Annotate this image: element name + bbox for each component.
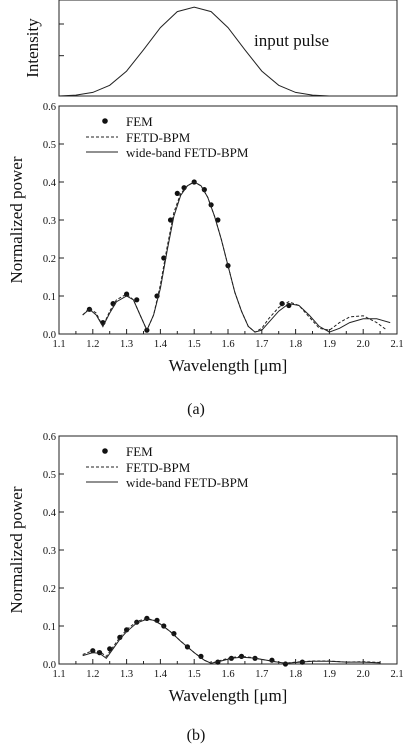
y-tick-label: 0.6 xyxy=(43,432,56,443)
y-tick-label: 0.0 xyxy=(43,660,56,671)
x-tick-label: 1.2 xyxy=(86,669,99,680)
plot-frame xyxy=(58,435,398,665)
x-tick-label: 1.4 xyxy=(154,339,168,350)
fetd-bpm-line xyxy=(82,617,381,664)
fem-point xyxy=(279,301,285,307)
y-tick-label: 0.5 xyxy=(43,140,56,151)
x-tick-label: 1.8 xyxy=(289,339,302,350)
x-tick-label: 1.7 xyxy=(255,669,268,680)
y-tick-label: 0.3 xyxy=(43,546,56,557)
wide-band-fetd-bpm-line xyxy=(82,618,381,664)
x-tick-label: 2.1 xyxy=(390,339,403,350)
y-axis-label: Intensity xyxy=(23,18,42,78)
plot-frame xyxy=(58,105,398,335)
input-pulse-panel: input pulse Intensity xyxy=(23,0,398,97)
x-tick-label: 1.9 xyxy=(323,339,336,350)
x-tick-label: 1.4 xyxy=(154,669,168,680)
y-tick-label: 0.6 xyxy=(43,102,56,113)
x-tick-label: 1.3 xyxy=(120,339,133,350)
wide-band-fetd-bpm-line xyxy=(82,181,391,333)
legend: FEM FETD-BPM wide-band FETD-BPM xyxy=(86,114,249,160)
y-tick-label: 0.3 xyxy=(43,216,56,227)
legend-label-fem: FEM xyxy=(126,444,153,459)
fetd-bpm-line xyxy=(82,181,388,333)
y-tick-label: 0.5 xyxy=(43,470,56,481)
x-tick-label: 2.0 xyxy=(357,339,370,350)
x-tick-label: 1.3 xyxy=(120,669,133,680)
x-tick-label: 2.1 xyxy=(390,669,403,680)
fem-point xyxy=(269,657,275,663)
legend-symbol-fem xyxy=(102,448,108,454)
y-tick-label: 0.1 xyxy=(43,292,56,303)
panel-a: 1.1 1.2 1.3 1.4 1.5 1.6 1.7 1.8 1.9 2.0 2.1 0.0 0.1 0… xyxy=(7,102,404,418)
x-axis-label: Wavelength [μm] xyxy=(169,686,288,705)
x-tick-label: 1.6 xyxy=(221,339,234,350)
legend-label-fetd: FETD-BPM xyxy=(126,130,191,145)
x-tick-label: 2.0 xyxy=(357,669,370,680)
y-tick-label: 0.4 xyxy=(43,178,57,189)
legend-label-wideband: wide-band FETD-BPM xyxy=(126,145,249,160)
fem-point xyxy=(198,653,204,660)
fem-point xyxy=(215,217,221,223)
x-tick-label: 1.5 xyxy=(188,339,201,350)
legend-label-fetd: FETD-BPM xyxy=(126,460,191,475)
fem-point xyxy=(134,297,140,303)
series-line xyxy=(58,6,397,97)
fem-point xyxy=(174,190,180,196)
panel-caption: (b) xyxy=(187,727,206,744)
x-tick-label: 1.2 xyxy=(86,339,99,350)
panel-b: 1.1 1.2 1.3 1.4 1.5 1.6 1.7 1.8 1.9 2.0 2.1 0.0 0.1 0… xyxy=(7,432,404,744)
x-tick-label: 1.5 xyxy=(188,669,201,680)
x-tick-label: 1.1 xyxy=(52,669,65,680)
fem-point xyxy=(171,631,177,637)
legend: FEM FETD-BPM wide-band FETD-BPM xyxy=(86,444,249,490)
x-tick-label: 1.8 xyxy=(289,669,302,680)
y-axis-label: Normalized power xyxy=(7,486,26,613)
y-tick-label: 0.1 xyxy=(43,622,56,633)
fem-point xyxy=(107,646,113,652)
legend-label-fem: FEM xyxy=(126,114,153,129)
legend-symbol-fem xyxy=(102,118,108,124)
plot-frame xyxy=(58,0,398,97)
legend-label-wideband: wide-band FETD-BPM xyxy=(126,475,249,490)
panel-caption: (a) xyxy=(187,401,205,418)
x-tick-label: 1.9 xyxy=(323,669,336,680)
y-axis-label: Normalized power xyxy=(7,156,26,283)
y-tick-label: 0.2 xyxy=(43,254,56,265)
x-tick-label: 1.7 xyxy=(255,339,268,350)
y-tick-label: 0.2 xyxy=(43,584,56,595)
fem-point xyxy=(167,217,174,223)
x-tick-label: 1.6 xyxy=(221,669,234,680)
y-tick-label: 0.0 xyxy=(43,330,56,341)
x-tick-label: 1.1 xyxy=(52,339,65,350)
y-tick-label: 0.4 xyxy=(43,508,57,519)
pulse-annotation: input pulse xyxy=(254,31,329,50)
x-axis-label: Wavelength [μm] xyxy=(169,356,288,375)
fem-point xyxy=(282,661,289,667)
